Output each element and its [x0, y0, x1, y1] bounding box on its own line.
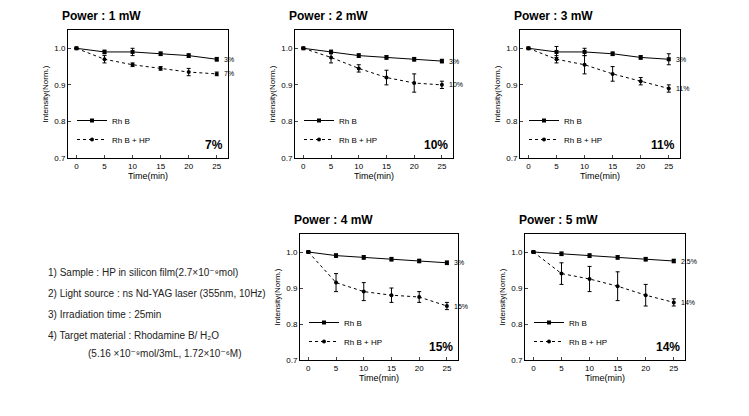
- svg-text:10: 10: [580, 162, 589, 171]
- svg-text:14%: 14%: [681, 299, 695, 306]
- svg-text:Rh B: Rh B: [569, 319, 587, 328]
- svg-text:14%: 14%: [656, 340, 680, 354]
- svg-text:25: 25: [212, 162, 221, 171]
- svg-text:Rh B + HP: Rh B + HP: [569, 338, 607, 347]
- html-text:(5.16 ×10⁻⁹mol/3mL, 1.72×10⁻⁶M: (5.16 ×10⁻⁹mol/3mL, 1.72×10⁻⁶M): [88, 348, 242, 359]
- svg-text:10%: 10%: [449, 81, 463, 88]
- svg-text:0: 0: [531, 364, 536, 373]
- svg-text:Power : 1 mW: Power : 1 mW: [62, 9, 141, 23]
- svg-text:0: 0: [301, 162, 306, 171]
- svg-text:11%: 11%: [651, 138, 675, 152]
- svg-text:Power : 4 mW: Power : 4 mW: [294, 213, 373, 227]
- svg-text:0.7: 0.7: [506, 154, 518, 163]
- svg-text:0: 0: [74, 162, 79, 171]
- html-text:2) Light source : ns Nd-YAG la: 2) Light source : ns Nd-YAG laser (355nm…: [48, 288, 266, 299]
- svg-text:0.8: 0.8: [506, 117, 518, 126]
- svg-text:Intensity(Norm.): Intensity(Norm.): [493, 65, 502, 122]
- svg-text:20: 20: [641, 364, 650, 373]
- svg-text:0.9: 0.9: [286, 284, 298, 293]
- svg-text:0.9: 0.9: [54, 81, 66, 90]
- svg-text:0.8: 0.8: [286, 320, 298, 329]
- svg-text:Power : 5 mW: Power : 5 mW: [519, 213, 598, 227]
- svg-text:1.0: 1.0: [506, 44, 518, 53]
- svg-text:15%: 15%: [454, 303, 468, 310]
- svg-text:5: 5: [102, 162, 107, 171]
- svg-text:0: 0: [306, 364, 311, 373]
- svg-text:3%: 3%: [224, 56, 234, 63]
- svg-text:25: 25: [437, 162, 446, 171]
- html-text:1) Sample : HP in silicon film: 1) Sample : HP in silicon film(2.7×10⁻⁹m…: [48, 267, 239, 278]
- svg-text:0.7: 0.7: [511, 356, 523, 365]
- svg-text:0.9: 0.9: [511, 284, 523, 293]
- svg-text:Rh B: Rh B: [564, 117, 582, 126]
- svg-text:0.8: 0.8: [54, 117, 66, 126]
- svg-text:15: 15: [613, 364, 622, 373]
- svg-text:Intensity(Norm.): Intensity(Norm.): [498, 268, 507, 325]
- svg-text:Intensity(Norm.): Intensity(Norm.): [268, 65, 277, 122]
- svg-text:Time(min): Time(min): [359, 373, 399, 383]
- svg-text:5: 5: [329, 162, 334, 171]
- svg-text:10%: 10%: [424, 138, 448, 152]
- svg-text:Time(min): Time(min): [354, 171, 394, 181]
- svg-text:0.8: 0.8: [281, 117, 293, 126]
- svg-text:5: 5: [334, 364, 339, 373]
- svg-text:20: 20: [410, 162, 419, 171]
- svg-text:Rh B: Rh B: [112, 117, 130, 126]
- svg-text:3%: 3%: [449, 58, 459, 65]
- svg-text:Rh B + HP: Rh B + HP: [564, 136, 602, 145]
- svg-text:25: 25: [664, 162, 673, 171]
- svg-text:7%: 7%: [224, 70, 234, 77]
- svg-text:3%: 3%: [676, 56, 686, 63]
- svg-text:15: 15: [382, 162, 391, 171]
- svg-text:25: 25: [442, 364, 451, 373]
- svg-text:2.5%: 2.5%: [681, 258, 697, 265]
- svg-text:0: 0: [526, 162, 531, 171]
- svg-text:Time(min): Time(min): [585, 373, 625, 383]
- svg-text:0.7: 0.7: [286, 356, 298, 365]
- svg-text:5: 5: [559, 364, 564, 373]
- svg-text:Power : 3 mW: Power : 3 mW: [514, 9, 593, 23]
- svg-text:3%: 3%: [454, 259, 464, 266]
- svg-text:15%: 15%: [429, 340, 453, 354]
- svg-text:0.9: 0.9: [281, 81, 293, 90]
- svg-text:0.7: 0.7: [54, 154, 66, 163]
- svg-text:7%: 7%: [205, 138, 223, 152]
- svg-text:1.0: 1.0: [281, 44, 293, 53]
- svg-text:0.9: 0.9: [506, 81, 518, 90]
- svg-text:Rh B + HP: Rh B + HP: [344, 338, 382, 347]
- svg-text:10: 10: [359, 364, 368, 373]
- svg-text:10: 10: [585, 364, 594, 373]
- svg-text:Rh B: Rh B: [344, 319, 362, 328]
- svg-text:5: 5: [554, 162, 559, 171]
- svg-text:15: 15: [156, 162, 165, 171]
- svg-text:15: 15: [608, 162, 617, 171]
- svg-text:1.0: 1.0: [286, 248, 298, 257]
- html-text:3) Irradiation time : 25min: 3) Irradiation time : 25min: [48, 309, 162, 320]
- svg-text:11%: 11%: [676, 85, 690, 92]
- svg-text:Intensity(Norm.): Intensity(Norm.): [41, 65, 50, 122]
- svg-text:0.7: 0.7: [281, 154, 293, 163]
- svg-text:Time(min): Time(min): [128, 171, 168, 181]
- svg-text:20: 20: [636, 162, 645, 171]
- svg-text:Rh B + HP: Rh B + HP: [339, 136, 377, 145]
- svg-text:10: 10: [354, 162, 363, 171]
- svg-text:Power : 2 mW: Power : 2 mW: [289, 9, 368, 23]
- svg-text:Rh B: Rh B: [339, 117, 357, 126]
- svg-text:25: 25: [669, 364, 678, 373]
- svg-text:20: 20: [415, 364, 424, 373]
- svg-text:20: 20: [184, 162, 193, 171]
- svg-text:1.0: 1.0: [511, 248, 523, 257]
- html-text:4) Target material : Rhodamine: 4) Target material : Rhodamine B/ H₂O: [48, 330, 219, 341]
- svg-text:0.8: 0.8: [511, 320, 523, 329]
- svg-text:Time(min): Time(min): [580, 171, 620, 181]
- svg-text:10: 10: [128, 162, 137, 171]
- svg-text:Intensity(Norm.): Intensity(Norm.): [273, 268, 282, 325]
- svg-text:15: 15: [387, 364, 396, 373]
- svg-text:1.0: 1.0: [54, 44, 66, 53]
- svg-text:Rh B + HP: Rh B + HP: [112, 136, 150, 145]
